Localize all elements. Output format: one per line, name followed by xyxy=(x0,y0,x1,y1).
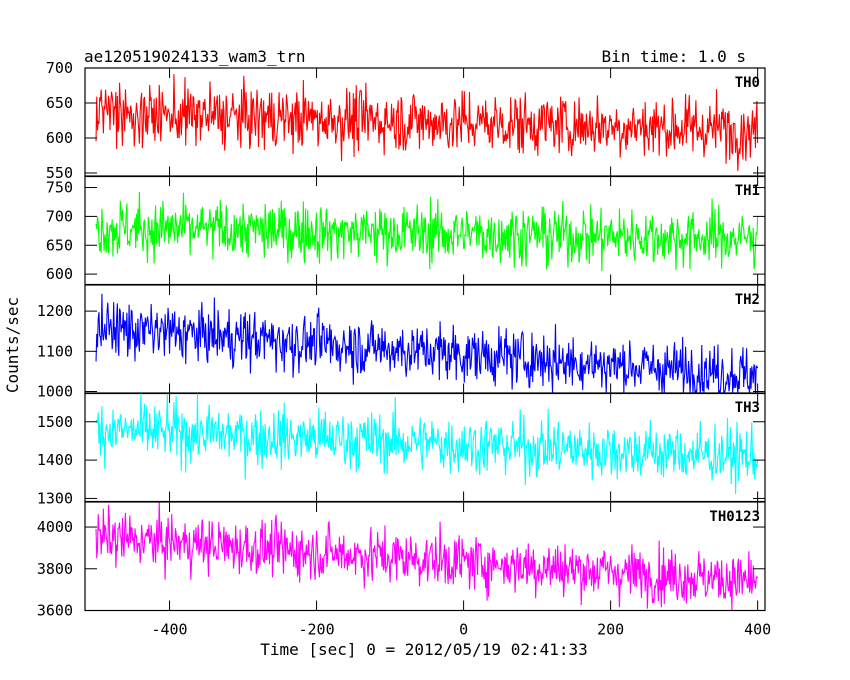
y-tick-label-th0123: 4000 xyxy=(37,518,73,536)
y-tick-label-th3: 1400 xyxy=(37,451,73,469)
panel-name-th3: TH3 xyxy=(735,400,760,416)
panel-name-th1: TH1 xyxy=(735,183,760,199)
panels-group: 550 600 650 700 TH0 600 650 700 750 TH1 1000 1100 12… xyxy=(37,59,771,639)
y-tick-label-th3: 1300 xyxy=(37,489,73,507)
x-tick-label: 200 xyxy=(597,621,624,639)
y-tick-label-th0: 600 xyxy=(46,129,73,147)
y-tick-label-th1: 650 xyxy=(46,236,73,254)
panel-name-th0: TH0 xyxy=(735,75,760,91)
y-tick-label-th1: 700 xyxy=(46,207,73,225)
panel-name-th0123: TH0123 xyxy=(709,509,760,525)
y-tick-label-th0123: 3600 xyxy=(37,602,73,620)
series-line-th0123 xyxy=(95,502,759,611)
series-line-th2 xyxy=(95,293,759,394)
y-tick-label-th2: 1100 xyxy=(37,342,73,360)
panel-frame-th3 xyxy=(84,392,766,503)
x-tick-label: 0 xyxy=(459,621,468,639)
series-line-th3 xyxy=(95,393,759,495)
y-tick-label-th2: 1000 xyxy=(37,382,73,400)
y-tick-label-th0: 550 xyxy=(46,164,73,182)
series-line-th1 xyxy=(95,191,759,272)
chart-subtitle: Bin time: 1.0 s xyxy=(602,47,747,66)
y-tick-label-th0: 650 xyxy=(46,94,73,112)
panel-frame-th0123 xyxy=(84,501,766,612)
y-tick-label-th0123: 3800 xyxy=(37,560,73,578)
y-tick-label-th2: 1200 xyxy=(37,302,73,320)
x-tick-label: -200 xyxy=(299,621,335,639)
y-tick-label-th1: 600 xyxy=(46,265,73,283)
x-axis-label: Time [sec] 0 = 2012/05/19 02:41:33 xyxy=(260,640,588,659)
x-tick-label: -400 xyxy=(151,621,187,639)
x-tick-label: 400 xyxy=(744,621,771,639)
y-tick-label-th0: 700 xyxy=(46,59,73,77)
y-tick-label-th3: 1500 xyxy=(37,413,73,431)
panel-name-th2: TH2 xyxy=(735,292,760,308)
chart-title: ae120519024133_wam3_trn xyxy=(84,47,306,66)
y-tick-label-th1: 750 xyxy=(46,179,73,197)
series-line-th0 xyxy=(95,74,759,172)
y-axis-label: Counts/sec xyxy=(3,297,22,393)
